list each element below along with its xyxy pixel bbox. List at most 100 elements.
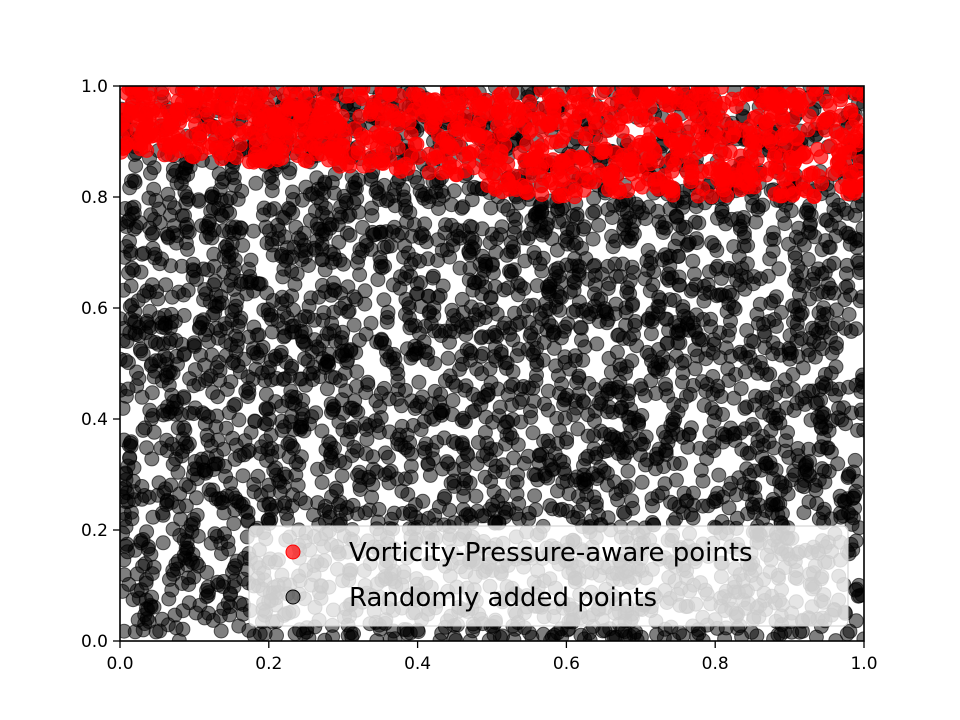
data-point (182, 551, 198, 567)
data-point (605, 381, 621, 397)
data-point (222, 205, 238, 221)
data-point (291, 230, 307, 246)
data-point (479, 387, 495, 403)
data-point (365, 449, 381, 465)
data-point (456, 410, 471, 426)
data-point (365, 461, 381, 477)
data-point (421, 165, 437, 181)
data-point (687, 361, 703, 377)
data-point (622, 233, 638, 249)
data-point (139, 106, 155, 122)
data-point (576, 472, 592, 488)
data-point (724, 287, 740, 303)
data-point (319, 326, 335, 342)
data-point (495, 320, 511, 336)
data-point (146, 160, 162, 176)
data-point (203, 203, 219, 219)
data-point (701, 264, 717, 280)
data-point (440, 350, 456, 366)
data-point (615, 444, 630, 460)
data-point (770, 496, 786, 512)
data-point (670, 426, 686, 442)
data-point (350, 145, 366, 161)
data-point (231, 412, 247, 428)
data-point (409, 286, 424, 302)
data-point (470, 435, 486, 450)
data-point (260, 512, 276, 528)
data-point (790, 441, 806, 456)
data-point (120, 355, 136, 371)
data-point (498, 436, 513, 452)
data-point (601, 182, 616, 198)
data-point (412, 92, 428, 107)
data-point (566, 407, 582, 423)
data-point (152, 215, 168, 230)
data-point (159, 351, 175, 367)
data-point (281, 165, 297, 181)
data-point (639, 253, 655, 269)
data-point (826, 202, 842, 218)
data-point (443, 475, 459, 491)
data-point (685, 253, 701, 269)
data-point (352, 267, 368, 283)
data-point (290, 477, 306, 493)
data-point (594, 101, 610, 117)
data-point (427, 507, 443, 523)
data-point (188, 490, 204, 506)
data-point (546, 325, 562, 341)
data-point (322, 220, 338, 236)
data-point (837, 292, 853, 308)
data-point (142, 303, 158, 319)
data-point (207, 456, 222, 472)
data-point (155, 535, 171, 551)
data-point (650, 488, 666, 504)
data-point (562, 361, 578, 377)
data-point (704, 189, 720, 205)
data-point (380, 191, 396, 207)
data-point (332, 373, 348, 389)
data-point (153, 440, 169, 456)
data-point (211, 491, 226, 507)
data-point (332, 252, 348, 268)
data-point (205, 307, 221, 323)
data-point (379, 352, 395, 368)
data-point (672, 625, 687, 641)
data-point (310, 461, 326, 477)
data-point (438, 373, 453, 389)
data-point (200, 588, 216, 604)
data-point (297, 152, 313, 168)
data-point (240, 369, 256, 385)
data-point (398, 203, 414, 218)
data-point (850, 474, 864, 489)
data-point (708, 491, 724, 507)
data-point (534, 311, 550, 327)
data-point (416, 414, 432, 429)
data-point (139, 440, 155, 456)
data-point (425, 451, 441, 467)
data-point (735, 214, 751, 229)
data-point (703, 311, 718, 327)
data-point (505, 332, 521, 348)
data-point (123, 278, 139, 294)
data-point (454, 291, 470, 307)
data-point (494, 488, 510, 504)
data-point (727, 301, 743, 317)
data-point (455, 146, 471, 162)
data-point (573, 149, 589, 165)
data-point (494, 219, 510, 235)
data-point (338, 506, 354, 522)
data-point (368, 393, 384, 409)
data-point (382, 152, 398, 167)
data-point (796, 505, 812, 521)
data-point (813, 149, 829, 165)
data-point (121, 438, 137, 453)
data-point (206, 258, 222, 274)
data-point (803, 225, 819, 241)
data-point (614, 432, 630, 448)
data-point (497, 355, 513, 371)
data-point (225, 564, 240, 580)
data-point (165, 161, 181, 177)
data-point (832, 488, 848, 504)
data-point (409, 136, 425, 152)
data-point (316, 305, 332, 321)
